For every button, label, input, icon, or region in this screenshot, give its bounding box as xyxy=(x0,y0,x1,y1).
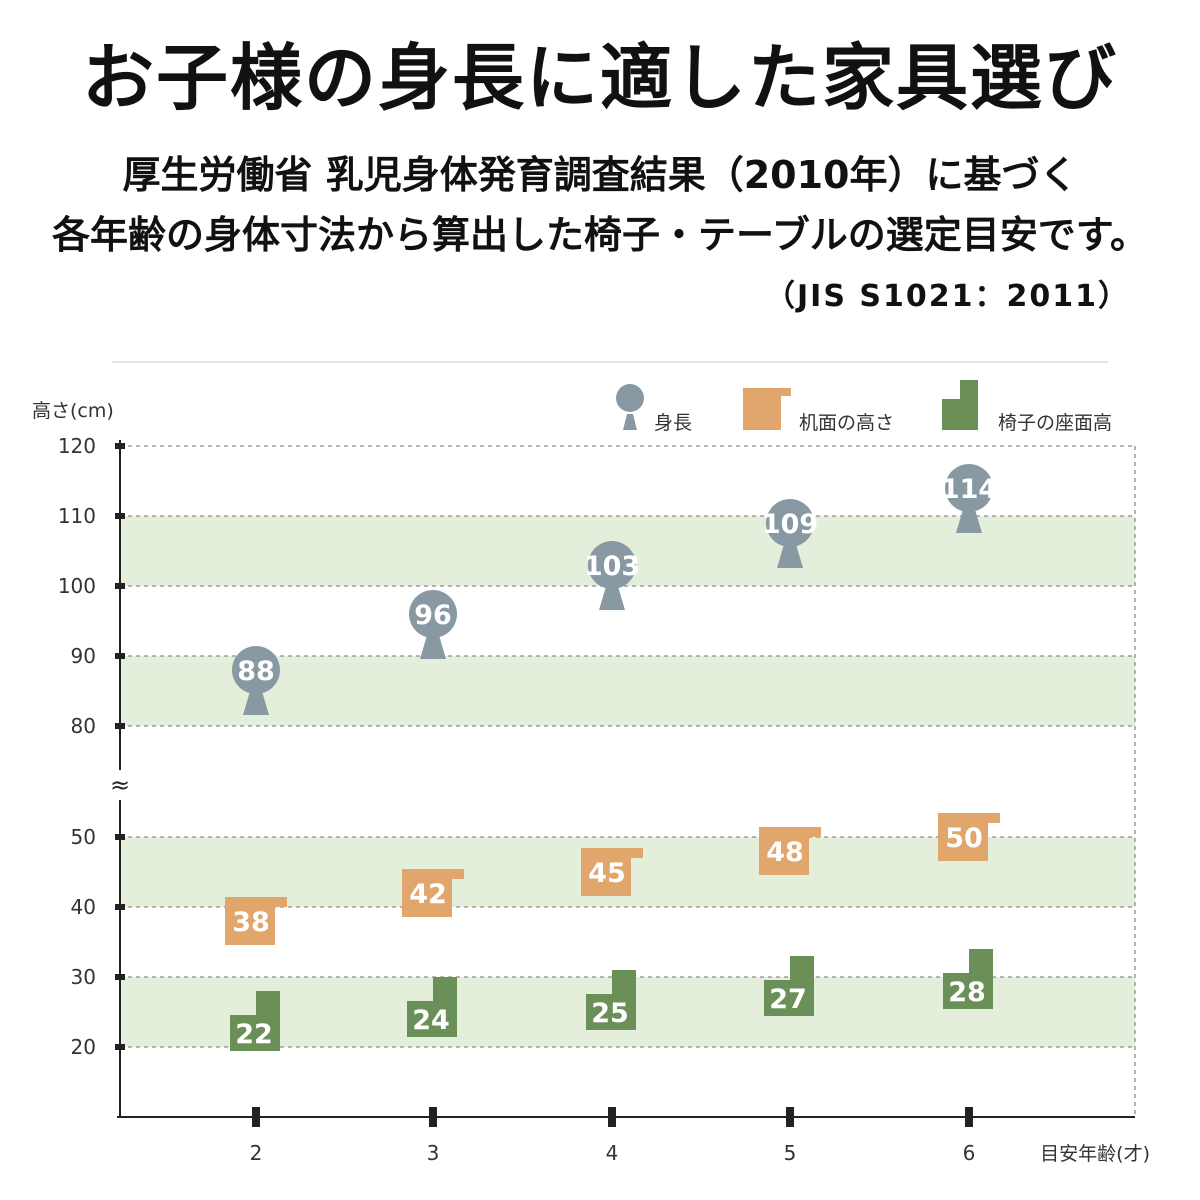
data-point-chair-6: 28 xyxy=(943,949,993,1009)
y-axis-break: ≈ xyxy=(110,771,130,799)
desk-icon xyxy=(743,388,791,430)
x-tick-label-5: 5 xyxy=(784,1141,797,1165)
x-tick-5 xyxy=(786,1107,794,1127)
desk-icon xyxy=(759,827,821,875)
desk-icon xyxy=(581,848,643,896)
y-tick-label-80: 80 xyxy=(71,714,96,738)
source-citation: （JIS S1021：2011） xyxy=(765,279,1130,314)
data-point-chair-5: 27 xyxy=(764,956,814,1016)
data-point-desk-3: 42 xyxy=(402,869,464,917)
data-point-height-6: 114 xyxy=(941,464,997,533)
y-tick-label-100: 100 xyxy=(58,574,96,598)
x-tick-3 xyxy=(429,1107,437,1127)
chair-value: 25 xyxy=(591,998,629,1029)
y-tick-label-110: 110 xyxy=(58,504,96,528)
legend-item-0: 身長 xyxy=(616,384,692,434)
x-tick-6 xyxy=(965,1107,973,1127)
y-tick-label-50: 50 xyxy=(71,825,96,849)
person-icon-body xyxy=(777,541,803,568)
chair-icon xyxy=(943,949,993,1009)
desk-value: 50 xyxy=(945,823,983,854)
y-tick-label-30: 30 xyxy=(71,965,96,989)
height-value: 109 xyxy=(762,509,818,540)
legend-item-2: 椅子の座面高 xyxy=(942,380,1112,434)
person-icon-body xyxy=(623,414,637,430)
x-tick-label-3: 3 xyxy=(427,1141,440,1165)
y-tick-label-40: 40 xyxy=(71,895,96,919)
data-point-height-2: 88 xyxy=(232,646,280,715)
desk-value: 42 xyxy=(409,879,447,910)
x-tick-2 xyxy=(252,1107,260,1127)
person-icon-head xyxy=(409,590,457,638)
chair-icon xyxy=(407,977,457,1037)
legend: 身長 机面の高さ 椅子の座面高 xyxy=(616,380,1112,434)
desk-value: 45 xyxy=(588,858,626,889)
chair-value: 28 xyxy=(948,977,986,1008)
chair-icon xyxy=(230,991,280,1051)
y-tick-label-90: 90 xyxy=(71,644,96,668)
chair-icon xyxy=(942,380,978,430)
data-point-height-4: 103 xyxy=(584,541,640,610)
y-tick-label-120: 120 xyxy=(58,434,96,458)
data-point-desk-6: 50 xyxy=(938,813,1000,861)
person-icon-head xyxy=(232,646,280,694)
subtitle-line-2: 各年齢の身体寸法から算出した椅子・テーブルの選定目安です。 xyxy=(52,213,1148,257)
legend-label: 机面の高さ xyxy=(799,412,894,434)
desk-icon xyxy=(938,813,1000,861)
person-icon-head xyxy=(588,541,636,589)
chair-icon xyxy=(586,970,636,1030)
x-tick-label-6: 6 xyxy=(963,1141,976,1165)
x-tick-label-2: 2 xyxy=(250,1141,263,1165)
height-value: 114 xyxy=(941,474,997,505)
chair-icon xyxy=(764,956,814,1016)
data-point-height-3: 96 xyxy=(409,590,457,659)
data-point-desk-2: 38 xyxy=(225,897,287,945)
desk-value: 38 xyxy=(232,907,270,938)
page-title: お子様の身長に適した家具選び xyxy=(81,36,1118,120)
desk-icon xyxy=(402,869,464,917)
desk-value: 48 xyxy=(766,837,804,868)
data-point-desk-5: 48 xyxy=(759,827,821,875)
data-point-chair-2: 22 xyxy=(230,991,280,1051)
person-icon-head xyxy=(766,499,814,547)
chair-value: 24 xyxy=(412,1005,450,1036)
data-point-chair-4: 25 xyxy=(586,970,636,1030)
desk-icon xyxy=(225,897,287,945)
data-point-chair-3: 24 xyxy=(407,977,457,1037)
height-value: 88 xyxy=(237,656,275,687)
legend-label: 身長 xyxy=(654,412,692,434)
person-icon xyxy=(616,384,644,412)
x-axis-title: 目安年齢(才) xyxy=(1040,1143,1150,1165)
x-tick-label-4: 4 xyxy=(606,1141,619,1165)
chair-value: 27 xyxy=(769,984,807,1015)
person-icon-body xyxy=(243,688,269,715)
person-icon-head xyxy=(945,464,993,512)
x-tick-4 xyxy=(608,1107,616,1127)
person-icon-body xyxy=(599,583,625,610)
data-point-height-5: 109 xyxy=(762,499,818,568)
y-tick-label-20: 20 xyxy=(71,1035,96,1059)
person-icon-body xyxy=(956,506,982,533)
band-80-90 xyxy=(120,656,1135,726)
chair-value: 22 xyxy=(235,1019,273,1050)
height-value: 96 xyxy=(414,600,452,631)
person-icon-body xyxy=(420,632,446,659)
legend-item-1: 机面の高さ xyxy=(743,388,894,434)
subtitle-line-1: 厚生労働省 乳児身体発育調査結果（2010年）に基づく xyxy=(122,153,1078,197)
y-axis-title: 高さ(cm) xyxy=(32,400,114,422)
height-value: 103 xyxy=(584,551,640,582)
legend-label: 椅子の座面高 xyxy=(998,412,1112,434)
data-point-desk-4: 45 xyxy=(581,848,643,896)
